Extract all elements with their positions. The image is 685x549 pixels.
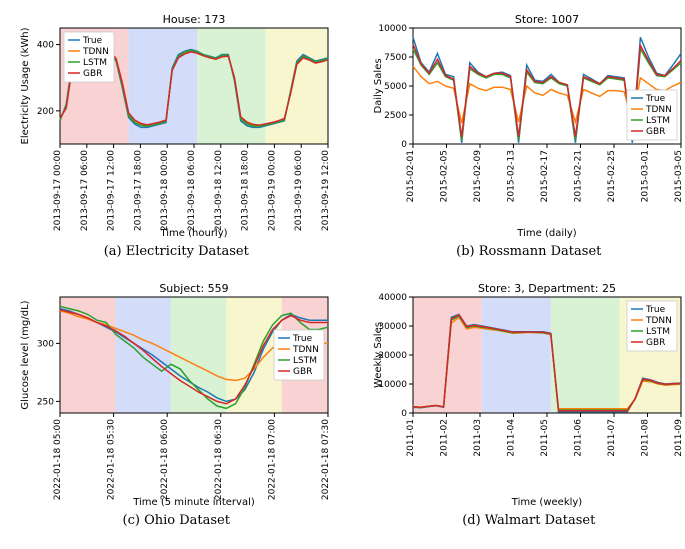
svg-text:2013-09-17 00:00: 2013-09-17 00:00 [53,150,63,231]
svg-text:LSTM: LSTM [646,116,670,126]
svg-text:Glucose level (mg/dL): Glucose level (mg/dL) [20,300,31,409]
svg-text:2011-03: 2011-03 [473,419,483,457]
svg-text:2013-09-18 12:00: 2013-09-18 12:00 [214,150,224,231]
svg-text:2022-01-18 05:00: 2022-01-18 05:00 [53,419,63,500]
svg-text:True: True [292,334,313,344]
svg-text:TDNN: TDNN [645,316,672,326]
svg-text:LSTM: LSTM [83,58,107,68]
panel-b: 0 2500 5000 7500 10000 2015-02-01 2015-02-05 20… [363,10,685,259]
chart-grid: 200 400 2013-09-17 00:00 2013-09-17 06:00 20… [10,10,685,528]
svg-text:TDNN: TDNN [292,345,319,355]
svg-text:2013-09-17 06:00: 2013-09-17 06:00 [80,150,90,231]
svg-text:2013-09-19 06:00: 2013-09-19 06:00 [294,150,304,231]
svg-text:2015-02-21: 2015-02-21 [573,150,583,202]
svg-text:40000: 40000 [378,293,407,303]
panel-d: 0100002000030000400002011-012011-022011-… [363,279,685,528]
svg-text:2013-09-19 00:00: 2013-09-19 00:00 [268,150,278,231]
svg-text:Time (weekly): Time (weekly) [511,497,583,508]
chart-a: 200 400 2013-09-17 00:00 2013-09-17 06:00 20… [16,10,336,240]
svg-text:2015-02-13: 2015-02-13 [506,150,516,202]
svg-text:2011-06: 2011-06 [573,419,583,457]
svg-text:True: True [645,305,666,315]
panel-c: 250 300 2022-01-18 05:00 2022-01-18 05:30 20… [10,279,343,528]
svg-text:2500: 2500 [384,111,407,121]
svg-text:2011-07: 2011-07 [607,419,617,457]
svg-text:2022-01-18 06:00: 2022-01-18 06:00 [160,419,170,500]
svg-text:2011-09: 2011-09 [674,419,684,457]
svg-text:TDNN: TDNN [82,47,109,57]
svg-text:GBR: GBR [646,127,665,137]
svg-text:Subject: 559: Subject: 559 [160,282,229,295]
svg-text:GBR: GBR [83,69,102,79]
svg-text:2011-02: 2011-02 [439,419,449,457]
svg-text:7500: 7500 [384,53,407,63]
caption-a: (a) Electricity Dataset [104,244,249,259]
svg-text:2022-01-18 06:30: 2022-01-18 06:30 [214,419,224,500]
chart-c: 250 300 2022-01-18 05:00 2022-01-18 05:30 20… [16,279,336,509]
svg-text:Weekly Sales: Weekly Sales [373,322,384,388]
svg-text:2013-09-18 18:00: 2013-09-18 18:00 [241,150,251,231]
svg-text:House: 173: House: 173 [163,13,226,26]
svg-text:2013-09-18 00:00: 2013-09-18 00:00 [160,150,170,231]
svg-text:2013-09-17 18:00: 2013-09-17 18:00 [134,150,144,231]
svg-text:True: True [645,94,666,104]
svg-text:Time (hourly): Time (hourly) [160,228,228,239]
svg-text:2015-02-09: 2015-02-09 [473,150,483,203]
svg-text:0: 0 [401,409,407,419]
svg-text:2015-03-01: 2015-03-01 [640,150,650,202]
svg-text:0: 0 [401,140,407,150]
svg-text:2015-02-17: 2015-02-17 [540,150,550,202]
svg-text:LSTM: LSTM [646,327,670,337]
svg-text:Store: 3, Department: 25: Store: 3, Department: 25 [478,282,616,295]
svg-text:GBR: GBR [646,338,665,348]
svg-text:400: 400 [37,41,54,51]
svg-text:Daily Sales: Daily Sales [373,58,384,113]
svg-text:2015-02-01: 2015-02-01 [406,150,416,202]
svg-text:2011-08: 2011-08 [640,419,650,457]
svg-text:2013-09-17 12:00: 2013-09-17 12:00 [107,150,117,231]
svg-text:Time (daily): Time (daily) [516,228,577,239]
svg-text:GBR: GBR [293,367,312,377]
svg-text:2015-03-05: 2015-03-05 [674,150,684,202]
svg-text:300: 300 [37,339,54,349]
svg-text:2015-02-05: 2015-02-05 [439,150,449,202]
chart-b: 0 2500 5000 7500 10000 2015-02-01 2015-02-05 20… [369,10,685,240]
svg-text:10000: 10000 [378,24,407,34]
svg-text:200: 200 [37,107,54,117]
caption-d: (d) Walmart Dataset [462,513,595,528]
svg-text:2011-04: 2011-04 [506,419,516,457]
svg-text:2013-09-18 06:00: 2013-09-18 06:00 [187,150,197,231]
svg-text:Store: 1007: Store: 1007 [515,13,579,26]
chart-d: 0100002000030000400002011-012011-022011-… [369,279,685,509]
svg-text:2013-09-19 12:00: 2013-09-19 12:00 [321,150,331,231]
svg-text:2022-01-18 07:00: 2022-01-18 07:00 [268,419,278,500]
svg-text:2022-01-18 07:30: 2022-01-18 07:30 [321,419,331,500]
caption-b: (b) Rossmann Dataset [456,244,601,259]
svg-text:2011-01: 2011-01 [406,419,416,457]
caption-c: (c) Ohio Dataset [123,513,230,528]
svg-text:250: 250 [37,397,54,407]
panel-a: 200 400 2013-09-17 00:00 2013-09-17 06:00 20… [10,10,343,259]
svg-text:LSTM: LSTM [293,356,317,366]
svg-text:2022-01-18 05:30: 2022-01-18 05:30 [107,419,117,500]
svg-text:Time (5 minute interval): Time (5 minute interval) [132,497,255,508]
svg-text:Electricity Usage (kWh): Electricity Usage (kWh) [20,27,31,144]
svg-text:2011-05: 2011-05 [540,419,550,457]
svg-text:True: True [82,36,103,46]
svg-text:5000: 5000 [384,82,407,92]
svg-text:TDNN: TDNN [645,105,672,115]
svg-text:2015-02-25: 2015-02-25 [607,150,617,202]
